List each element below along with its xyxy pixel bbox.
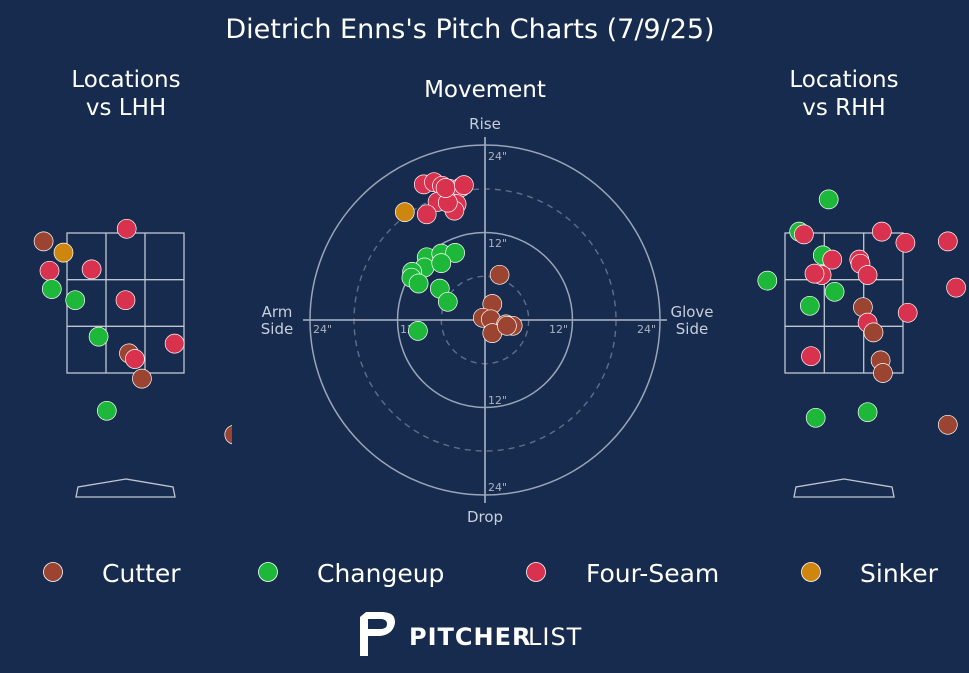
movement-pitch-point-four-seam <box>435 178 456 198</box>
movement-axis-right-line1: Glove <box>670 303 713 321</box>
movement-pitch-point-changeup <box>445 243 465 263</box>
movement-pitch-point-four-seam <box>416 204 437 225</box>
rhh-pitch-point-four-seam <box>801 346 821 367</box>
rhh-pitch-point-changeup <box>799 295 820 316</box>
lhh-pitch-point-changeup <box>96 400 117 421</box>
movement-pitch-point-four-seam <box>454 175 474 195</box>
lhh-pitch-point-changeup <box>88 326 109 347</box>
lhh-pitch-point-four-seam <box>164 333 185 354</box>
ring-label-bottom-outer: 24" <box>488 481 507 494</box>
rhh-pitch-point-cutter <box>937 414 958 435</box>
legend-marker-four-seam <box>526 562 546 582</box>
lhh-location-points <box>33 218 232 445</box>
legend-marker-changeup <box>258 562 278 582</box>
lhh-panel-title-line1: Locations <box>71 67 180 93</box>
movement-pitch-point-changeup <box>408 321 428 341</box>
movement-pitch-point-cutter <box>497 315 517 336</box>
lhh-pitch-point-sinker <box>53 242 74 263</box>
rhh-pitch-point-four-seam <box>946 277 966 298</box>
legend-label-cutter: Cutter <box>102 559 181 588</box>
legend-marker-sinker <box>801 562 821 582</box>
lhh-pitch-point-four-seam <box>125 349 145 369</box>
lhh-panel-title-line2: vs LHH <box>86 95 166 121</box>
rhh-panel-title-line1: Locations <box>789 67 898 93</box>
legend-label-changeup: Changeup <box>317 559 444 588</box>
movement-grid <box>303 137 667 503</box>
movement-pitch-point-sinker <box>394 202 415 222</box>
movement-axis-left-line1: Arm <box>262 303 293 321</box>
pitcherlist-logo-icon <box>360 612 395 656</box>
rhh-pitch-point-four-seam <box>822 249 843 270</box>
lhh-pitch-point-cutter <box>224 425 232 445</box>
rhh-pitch-point-four-seam <box>937 231 958 252</box>
rhh-pitch-point-changeup <box>857 402 878 423</box>
movement-pitch-point-changeup <box>408 273 429 294</box>
rhh-pitch-point-four-seam <box>794 224 814 245</box>
rhh-pitch-point-four-seam <box>871 221 892 242</box>
lhh-pitch-point-cutter <box>33 231 54 252</box>
lhh-pitch-point-four-seam <box>81 259 102 280</box>
rhh-pitch-point-cutter <box>873 363 893 383</box>
lhh-pitch-point-changeup <box>41 279 62 299</box>
legend-label-sinker: Sinker <box>860 559 939 588</box>
ring-label-left-outer: 24" <box>313 323 332 336</box>
legend: Cutter Changeup Four-Seam Sinker <box>43 559 939 588</box>
legend-marker-cutter <box>43 562 63 582</box>
lhh-home-plate <box>75 478 176 498</box>
ring-label-right-outer: 24" <box>637 323 656 336</box>
ring-label-right-inner: 12" <box>549 323 568 336</box>
legend-label-four-seam: Four-Seam <box>586 559 719 588</box>
rhh-pitch-point-changeup <box>818 189 839 210</box>
rhh-pitch-point-changeup <box>757 270 778 291</box>
rhh-location-points <box>757 189 966 435</box>
brand-light-text: LIST <box>528 623 582 651</box>
movement-pitch-point-cutter <box>489 264 510 285</box>
ring-label-top-outer: 24" <box>488 150 507 163</box>
rhh-home-plate <box>793 478 895 498</box>
movement-axis-top: Rise <box>469 115 501 133</box>
movement-axis-right-line2: Side <box>676 320 708 338</box>
ring-label-top-inner: 12" <box>488 237 507 250</box>
ring-label-bottom-inner: 12" <box>488 394 507 407</box>
rhh-pitch-point-four-seam <box>857 265 878 285</box>
rhh-pitch-point-changeup <box>805 407 826 428</box>
lhh-pitch-point-four-seam <box>116 218 137 239</box>
lhh-pitch-point-four-seam <box>115 290 136 311</box>
lhh-pitch-point-four-seam <box>39 260 60 281</box>
rhh-pitch-point-four-seam <box>804 263 825 284</box>
movement-axis-bottom: Drop <box>467 508 503 526</box>
chart-title: Dietrich Enns's Pitch Charts (7/9/25) <box>225 14 714 45</box>
rhh-panel-title-line2: vs RHH <box>802 95 885 121</box>
brand-bold-text: PITCHER <box>409 623 531 651</box>
rhh-pitch-point-four-seam <box>897 302 918 323</box>
rhh-pitch-point-four-seam <box>895 232 916 253</box>
lhh-pitch-point-changeup <box>65 290 86 311</box>
movement-pitch-point-changeup <box>431 253 452 273</box>
movement-points <box>394 172 523 343</box>
lhh-pitch-point-cutter <box>132 368 152 389</box>
movement-axis-left-line2: Side <box>261 320 293 338</box>
rhh-pitch-point-changeup <box>824 281 845 302</box>
rhh-pitch-point-cutter <box>863 322 884 343</box>
movement-pitch-point-changeup <box>437 291 458 312</box>
movement-panel-title: Movement <box>424 77 546 103</box>
